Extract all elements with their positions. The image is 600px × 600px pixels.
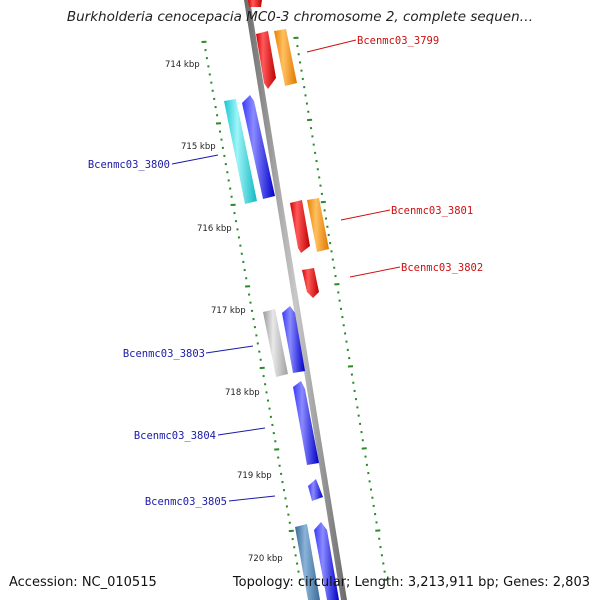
gene-bcenmc03-3800-feature[interactable]: [224, 99, 257, 204]
gene-label-bcenmc03-3800[interactable]: Bcenmc03_3800: [88, 159, 170, 171]
gene-bottom-steel-feature[interactable]: [295, 524, 320, 600]
gene-label-bcenmc03-3801[interactable]: Bcenmc03_3801: [391, 205, 473, 217]
scale-label-720: 720 kbp: [248, 554, 283, 564]
accession-text: Accession: NC_010515: [9, 575, 157, 590]
scale-label-714: 714 kbp: [165, 60, 200, 70]
scale-label-716: 716 kbp: [197, 224, 232, 234]
gene-bcenmc03-3805-arrow[interactable]: [308, 479, 323, 501]
chromosome-backbone: [244, 0, 347, 600]
gene-bcenmc03-3801-arrow[interactable]: [290, 200, 310, 253]
scale-label-718: 718 kbp: [225, 388, 260, 398]
gene-bcenmc03-3801-feature[interactable]: [307, 198, 329, 252]
gene-bcenmc03-3804-arrow[interactable]: [293, 381, 319, 465]
gene-label-bcenmc03-3802[interactable]: Bcenmc03_3802: [401, 262, 483, 274]
scale-label-715: 715 kbp: [181, 142, 216, 152]
topology-text: Topology: circular; Length: 3,213,911 bp…: [232, 575, 590, 590]
gene-top-partial-red[interactable]: [248, 0, 262, 7]
scale-ticks-left: [201, 40, 302, 581]
scale-label-717: 717 kbp: [211, 306, 246, 316]
gene-bcenmc03-3803-feature[interactable]: [263, 309, 288, 377]
gene-bcenmc03-3802-arrow[interactable]: [302, 268, 319, 298]
gene-bcenmc03-3800-arrow[interactable]: [242, 95, 275, 199]
chromosome-title: Burkholderia cenocepacia MC0-3 chromosom…: [66, 9, 534, 25]
gene-label-bcenmc03-3805[interactable]: Bcenmc03_3805: [145, 496, 227, 508]
gene-label-bcenmc03-3803[interactable]: Bcenmc03_3803: [123, 348, 205, 360]
gene-bcenmc03-3799-arrow[interactable]: [256, 31, 276, 89]
gene-bcenmc03-3803-arrow[interactable]: [282, 306, 305, 373]
scale-ticks-right: [293, 36, 388, 581]
label-leaders: [171, 39, 401, 502]
gene-bottom-blue-arrow[interactable]: [314, 522, 339, 600]
scale-label-719: 719 kbp: [237, 471, 272, 481]
gene-label-bcenmc03-3799[interactable]: Bcenmc03_3799: [357, 35, 439, 47]
gene-label-bcenmc03-3804[interactable]: Bcenmc03_3804: [134, 430, 216, 442]
gene-bcenmc03-3799-feature[interactable]: [274, 29, 297, 86]
